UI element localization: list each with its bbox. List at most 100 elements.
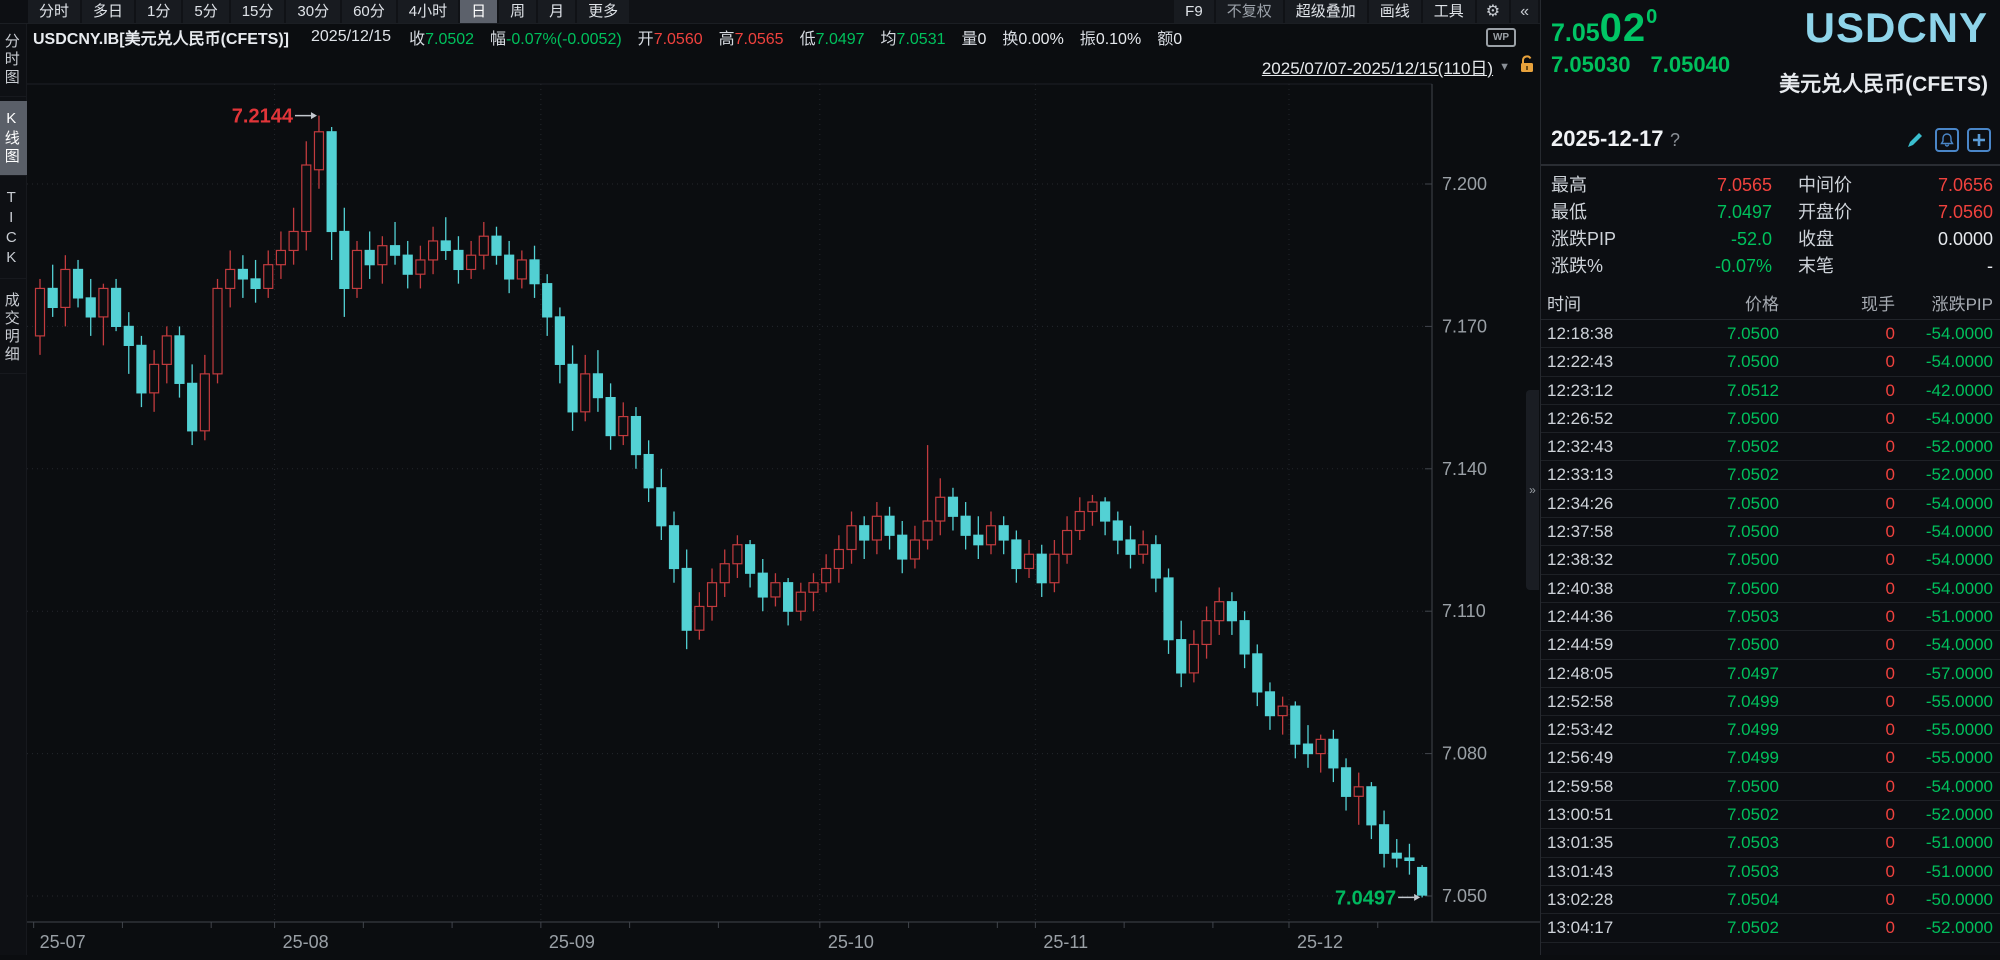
edit-pencil-icon[interactable] xyxy=(1903,128,1927,152)
date-range-label[interactable]: 2025/07/07-2025/12/15(110日) xyxy=(1261,59,1494,78)
tick-row[interactable]: 12:26:52 7.0500 0 -54.0000 xyxy=(1541,405,2000,434)
tick-row[interactable]: 12:44:59 7.0500 0 -54.0000 xyxy=(1541,631,2000,660)
tick-row[interactable]: 13:01:43 7.0503 0 -51.0000 xyxy=(1541,858,2000,886)
tick-row[interactable]: 12:37:58 7.0500 0 -54.0000 xyxy=(1541,518,2000,547)
stat-value: -0.07% xyxy=(1714,256,1772,276)
panel-collapse-handle[interactable]: » xyxy=(1526,390,1539,590)
sidebar-tab-TICK[interactable]: TICK xyxy=(0,180,27,279)
tick-row[interactable]: 12:40:38 7.0500 0 -54.0000 xyxy=(1541,575,2000,603)
header-价格: 价格 xyxy=(1745,295,1779,314)
tick-row[interactable]: 13:02:28 7.0504 0 -50.0000 xyxy=(1541,886,2000,915)
period-button-分时[interactable]: 分时 xyxy=(28,0,81,23)
candle-body xyxy=(833,548,844,570)
quote-fields: 收7.0502 幅-0.07%(-0.0052) 开7.0560 高7.0565 低7.… xyxy=(409,25,1198,49)
period-button-1分[interactable]: 1分 xyxy=(136,0,182,23)
candle-body xyxy=(592,373,604,399)
x-axis-label: 25-08 xyxy=(283,932,329,952)
field-量: 量0 xyxy=(961,30,987,48)
candle-body xyxy=(1239,620,1250,655)
candle-body xyxy=(1378,824,1390,854)
x-axis-label: 25-11 xyxy=(1043,932,1088,952)
stat-row: 涨跌% -0.07% 末笔 - xyxy=(1551,253,1993,280)
add-plus-icon[interactable] xyxy=(1967,128,1991,152)
candle-body xyxy=(630,415,642,456)
sidebar-tab-分时图[interactable]: 分时图 xyxy=(0,24,27,97)
candle-body xyxy=(542,283,553,318)
candle-body xyxy=(1252,653,1263,693)
settings-gear-icon[interactable]: ⚙ xyxy=(1476,0,1510,23)
candle-body xyxy=(554,316,565,365)
lock-icon[interactable] xyxy=(1518,55,1536,73)
period-button-多日[interactable]: 多日 xyxy=(82,0,135,23)
period-button-15分[interactable]: 15分 xyxy=(230,0,285,23)
wp-window-icon[interactable]: WP xyxy=(1486,28,1516,47)
tick-row[interactable]: 13:01:35 7.0503 0 -51.0000 xyxy=(1541,829,2000,858)
period-button-更多[interactable]: 更多 xyxy=(577,0,630,23)
candle-body xyxy=(922,520,933,541)
candle-body xyxy=(174,335,185,384)
tick-table-header: 时间 价格 现手 涨跌PIP xyxy=(1541,290,2000,320)
candle-body xyxy=(85,297,96,318)
tick-row[interactable]: 12:18:38 7.0500 0 -54.0000 xyxy=(1541,320,2000,349)
sidebar-tab-成交明细[interactable]: 成交明细 xyxy=(0,283,27,374)
help-icon[interactable]: ? xyxy=(1670,130,1681,150)
candle-body xyxy=(973,534,984,546)
quote-panel: 7.05020 USDCNY 7.05030 7.05040 美元兑人民币(CFE… xyxy=(1540,0,2000,955)
tick-row[interactable]: 12:38:32 7.0500 0 -54.0000 xyxy=(1541,546,2000,575)
stat-value: -52.0 xyxy=(1730,229,1772,249)
candlestick-chart[interactable]: 7.200 7.170 7.140 7.110 7.080 7.050 25-07 25-08… xyxy=(27,48,1540,955)
bid-ask: 7.05030 7.05040 xyxy=(1551,52,1750,78)
candle-body xyxy=(821,567,832,584)
tick-row[interactable]: 12:32:43 7.0502 0 -52.0000 xyxy=(1541,433,2000,462)
tick-row[interactable]: 12:53:42 7.0499 0 -55.0000 xyxy=(1541,716,2000,745)
tick-row[interactable]: 12:59:58 7.0500 0 -54.0000 xyxy=(1541,773,2000,802)
symbol-label[interactable]: USDCNY.IB[美元兑人民币(CFETS)] xyxy=(33,30,289,48)
candle-body xyxy=(1277,705,1288,717)
candle-body xyxy=(326,131,337,233)
candle-body xyxy=(149,363,160,394)
y-axis-label: 7.080 xyxy=(1442,744,1487,764)
candle-body xyxy=(744,544,756,574)
candle-body xyxy=(47,287,58,309)
candle-body xyxy=(580,373,591,413)
field-收: 收7.0502 xyxy=(409,30,475,48)
candle-body xyxy=(1302,743,1314,755)
tick-row[interactable]: 12:23:12 7.0512 0 -42.0000 xyxy=(1541,377,2000,405)
period-button-5分[interactable]: 5分 xyxy=(183,0,229,23)
tick-row[interactable]: 12:56:49 7.0499 0 -55.0000 xyxy=(1541,744,2000,773)
tool-button-画线[interactable]: 画线 xyxy=(1368,0,1421,23)
tick-row[interactable]: 12:44:36 7.0503 0 -51.0000 xyxy=(1541,603,2000,632)
toolbar-corner xyxy=(0,0,28,23)
tick-table-body[interactable]: 12:18:38 7.0500 0 -54.0000 12:22:43 7.0500 0 -5… xyxy=(1541,320,2000,943)
candle-body xyxy=(1049,553,1060,584)
period-button-60分[interactable]: 60分 xyxy=(342,0,396,23)
tick-row[interactable]: 13:00:51 7.0502 0 -52.0000 xyxy=(1541,801,2000,830)
candle-body xyxy=(1264,691,1276,717)
tool-button-工具[interactable]: 工具 xyxy=(1422,0,1475,23)
sidebar-tab-K线图[interactable]: K线图 xyxy=(0,101,27,176)
tool-button-超级叠加[interactable]: 超级叠加 xyxy=(1284,0,1367,23)
tick-row[interactable]: 13:04:17 7.0502 0 -52.0000 xyxy=(1541,914,2000,943)
tool-button-F9[interactable]: F9 xyxy=(1174,0,1214,23)
tick-row[interactable]: 12:33:13 7.0502 0 -52.0000 xyxy=(1541,461,2000,490)
alert-bell-icon[interactable] xyxy=(1935,128,1959,152)
period-button-30分[interactable]: 30分 xyxy=(286,0,341,23)
collapse-panel-icon[interactable]: « xyxy=(1511,0,1538,23)
tick-row[interactable]: 12:34:26 7.0500 0 -54.0000 xyxy=(1541,490,2000,519)
period-button-周[interactable]: 周 xyxy=(499,0,537,23)
candle-body xyxy=(859,525,870,541)
field-高: 高7.0565 xyxy=(718,30,784,48)
period-button-4小时[interactable]: 4小时 xyxy=(397,0,459,23)
period-button-日[interactable]: 日 xyxy=(460,0,498,23)
tick-row[interactable]: 12:22:43 7.0500 0 -54.0000 xyxy=(1541,348,2000,377)
candle-body xyxy=(339,230,350,290)
date-range-selector[interactable]: 2025/07/07-2025/12/15(110日) ▼ xyxy=(1262,54,1510,79)
tool-button-不复权[interactable]: 不复权 xyxy=(1215,0,1283,23)
candle-body xyxy=(783,582,794,612)
tick-row[interactable]: 12:52:58 7.0499 0 -55.0000 xyxy=(1541,688,2000,717)
period-button-月[interactable]: 月 xyxy=(538,0,576,23)
candle-body xyxy=(415,259,426,275)
tick-row[interactable]: 12:48:05 7.0497 0 -57.0000 xyxy=(1541,660,2000,688)
candle-body xyxy=(770,582,781,598)
candle-body xyxy=(1353,786,1364,797)
